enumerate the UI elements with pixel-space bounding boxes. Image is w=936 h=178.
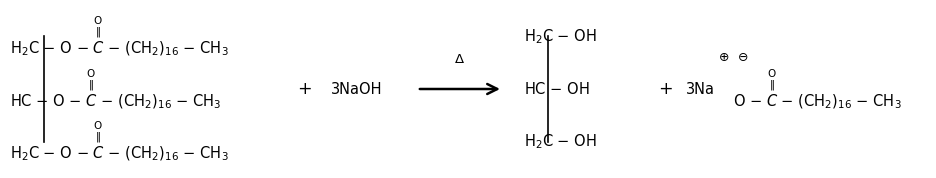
- Text: $\Delta$: $\Delta$: [453, 53, 464, 66]
- Text: H$_2$C $-$ OH: H$_2$C $-$ OH: [523, 27, 596, 46]
- Text: HC $-$ O $-$ $\overset{\mathrm{O}}{\overset{\|}{C}}$ $-$ (CH$_2$)$_{16}$ $-$ CH$: HC $-$ O $-$ $\overset{\mathrm{O}}{\over…: [10, 67, 222, 111]
- Text: 3NaOH: 3NaOH: [330, 82, 382, 96]
- Text: H$_2$C $-$ O $-$ $\overset{\mathrm{O}}{\overset{\|}{C}}$ $-$ (CH$_2$)$_{16}$ $-$: H$_2$C $-$ O $-$ $\overset{\mathrm{O}}{\…: [10, 15, 228, 58]
- Text: $\oplus$: $\oplus$: [718, 51, 729, 64]
- Text: H$_2$C $-$ OH: H$_2$C $-$ OH: [523, 132, 596, 151]
- Text: 3Na: 3Na: [685, 82, 714, 96]
- Text: $\ominus$: $\ominus$: [736, 51, 747, 64]
- Text: $+$: $+$: [657, 80, 672, 98]
- Text: H$_2$C $-$ O $-$ $\overset{\mathrm{O}}{\overset{\|}{C}}$ $-$ (CH$_2$)$_{16}$ $-$: H$_2$C $-$ O $-$ $\overset{\mathrm{O}}{\…: [10, 120, 228, 163]
- Text: O $-$ $\overset{\mathrm{O}}{\overset{\|}{C}}$ $-$ (CH$_2$)$_{16}$ $-$ CH$_3$: O $-$ $\overset{\mathrm{O}}{\overset{\|}…: [732, 67, 901, 111]
- Text: HC $-$ OH: HC $-$ OH: [523, 81, 589, 97]
- Text: $+$: $+$: [297, 80, 311, 98]
